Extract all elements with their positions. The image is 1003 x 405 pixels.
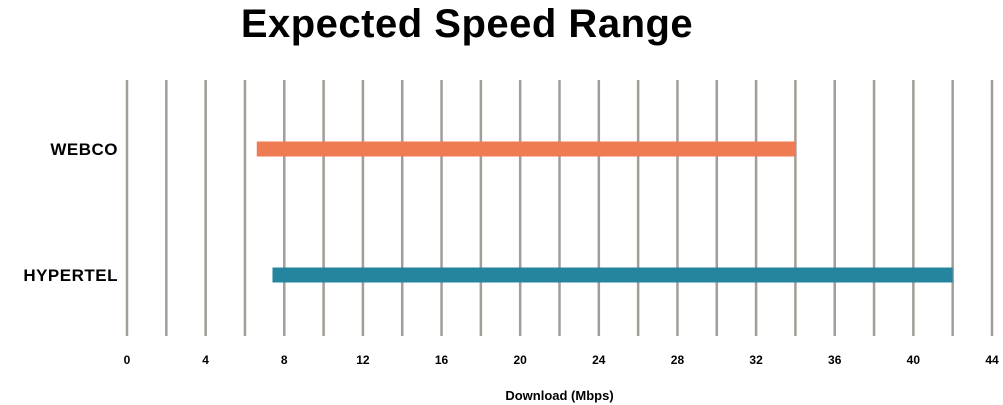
bar-webco xyxy=(256,141,796,157)
x-tick-label: 4 xyxy=(202,353,209,367)
chart-title: Expected Speed Range xyxy=(240,2,694,46)
x-tick-label: 36 xyxy=(828,353,842,367)
x-tick-label: 8 xyxy=(281,353,288,367)
category-label-webco: WEBCO xyxy=(50,140,118,159)
x-tick-label: 32 xyxy=(749,353,763,367)
bar-hypertel xyxy=(272,267,953,283)
x-tick-label: 44 xyxy=(985,353,999,367)
x-tick-label: 16 xyxy=(435,353,449,367)
x-tick-label: 40 xyxy=(907,353,921,367)
x-tick-label: 20 xyxy=(514,353,528,367)
x-tick-label: 0 xyxy=(124,353,131,367)
x-tick-label: 24 xyxy=(592,353,606,367)
x-axis-label: Download (Mbps) xyxy=(505,388,613,403)
category-label-hypertel: HYPERTEL xyxy=(23,266,118,285)
x-tick-label: 28 xyxy=(671,353,685,367)
x-tick-label: 12 xyxy=(356,353,370,367)
